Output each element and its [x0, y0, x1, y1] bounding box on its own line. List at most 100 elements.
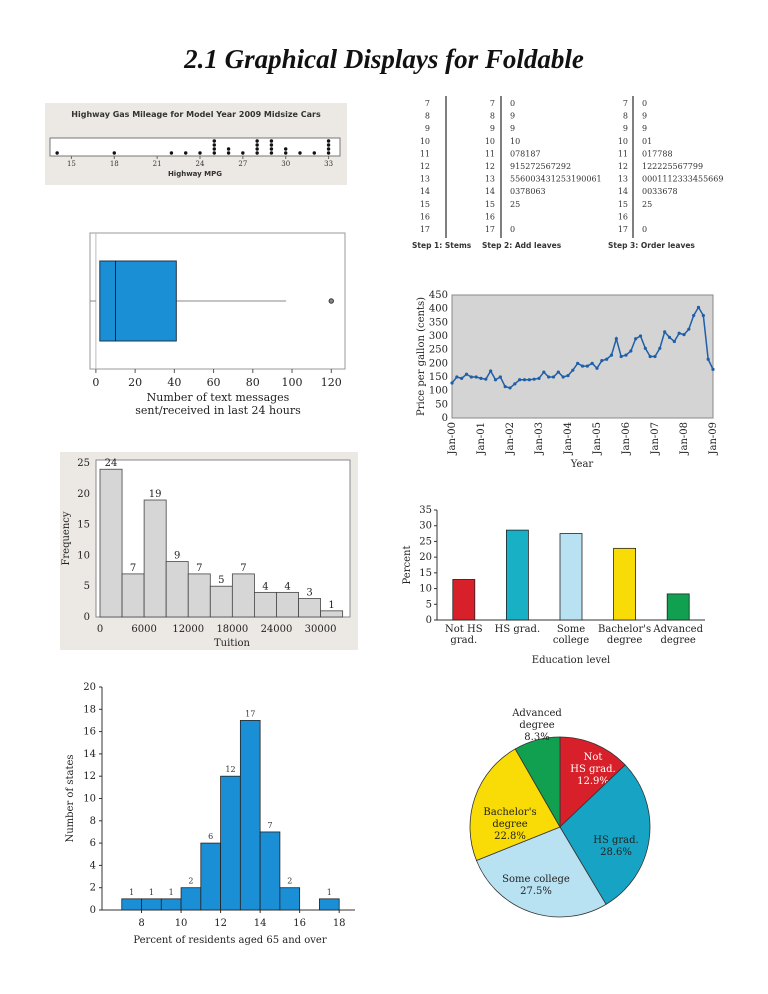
- bar: [452, 579, 476, 621]
- data-point: [464, 372, 469, 376]
- bar-value-label: 4: [262, 581, 268, 592]
- data-point: [479, 376, 483, 380]
- data-point: [580, 364, 585, 368]
- bar-value-label: 7: [240, 563, 246, 574]
- bar-value-label: 1: [149, 888, 154, 897]
- y-tick-label: 4: [90, 860, 96, 871]
- bar-value-label: 9: [174, 551, 180, 562]
- data-point: [605, 357, 609, 361]
- y-tick-label: 400: [429, 304, 448, 315]
- y-tick-label: 250: [429, 345, 448, 356]
- data-dot: [298, 151, 302, 155]
- data-dot: [326, 139, 331, 143]
- data-point: [614, 337, 618, 341]
- histogram-bar: [279, 887, 301, 911]
- data-point: [547, 375, 551, 379]
- data-point: [609, 353, 614, 357]
- y-tick-label: 300: [429, 331, 448, 342]
- step2-leaves: 915272567292: [510, 162, 571, 171]
- category-label: Advanced: [652, 624, 703, 635]
- data-dot: [326, 147, 331, 151]
- dotplot-area: [49, 137, 341, 157]
- histogram-bar: [239, 720, 261, 911]
- y-tick-label: 350: [429, 317, 448, 328]
- data-dot: [284, 151, 288, 155]
- data-dot: [212, 151, 216, 155]
- step3-leaves: 0: [642, 99, 647, 108]
- bar-value-label: 1: [327, 888, 332, 897]
- y-tick-label: 0: [90, 905, 96, 916]
- y-tick-label: 20: [419, 552, 432, 563]
- x-tick-label: Jan-05: [592, 422, 603, 456]
- stem-label: 17: [485, 225, 495, 234]
- data-dot: [55, 151, 59, 155]
- data-dot: [212, 139, 216, 143]
- category-label: college: [553, 635, 589, 646]
- data-point: [638, 334, 643, 338]
- step3-leaves: 0: [642, 225, 647, 234]
- histogram-bar: [160, 898, 182, 911]
- y-tick-label: 0: [426, 615, 432, 626]
- x-tick-label: 24: [196, 160, 205, 168]
- bar: [666, 593, 690, 621]
- x-axis-label: Percent of residents aged 65 and over: [133, 935, 326, 946]
- stem-label: 14: [485, 187, 495, 196]
- x-axis-label: Education level: [532, 655, 610, 666]
- data-point: [532, 377, 536, 381]
- data-dot: [269, 143, 274, 147]
- data-point: [653, 354, 657, 359]
- category-label: HS grad.: [495, 624, 540, 635]
- histogram-bar: [99, 468, 123, 618]
- data-point: [551, 375, 556, 379]
- x-tick-label: 10: [175, 918, 188, 929]
- data-point: [455, 375, 459, 379]
- step2-leaves: 9: [510, 112, 515, 121]
- gas-price-chart: 0 50 100 150 200 250 300 350 400 450 Jan-00 Jan-01 J…: [416, 290, 719, 470]
- slice-label: Not: [584, 752, 603, 763]
- y-tick-label: 2: [90, 883, 96, 894]
- x-tick-label: 18: [333, 918, 346, 929]
- stem-label: 9: [490, 124, 495, 133]
- page-title: 2.1 Graphical Displays for Foldable: [184, 44, 584, 74]
- data-point: [600, 359, 604, 363]
- bar-value-label: 1: [169, 888, 174, 897]
- step-label: Step 1: Stems: [412, 241, 472, 250]
- stem-label: 17: [618, 225, 628, 234]
- data-point: [682, 333, 686, 337]
- category-label: grad.: [450, 635, 477, 646]
- data-dot: [184, 151, 188, 155]
- x-tick-label: 30: [281, 160, 290, 168]
- x-tick-label: Jan-04: [563, 422, 574, 456]
- x-tick-label: 27: [238, 160, 247, 168]
- data-dot: [226, 147, 231, 151]
- category-label: Some: [557, 624, 585, 635]
- data-point: [677, 331, 681, 335]
- x-tick-label: 12000: [172, 624, 204, 635]
- step3-leaves: 9: [642, 112, 647, 121]
- y-tick-label: 20: [77, 489, 90, 500]
- category-label: degree: [607, 635, 642, 646]
- histogram-bar: [121, 573, 145, 618]
- x-tick-label: 12: [214, 918, 227, 929]
- stem-label: 12: [485, 162, 495, 171]
- stem-label: 7: [623, 99, 628, 108]
- data-point: [561, 375, 565, 379]
- data-point: [508, 386, 512, 390]
- y-tick-label: 10: [419, 584, 432, 595]
- data-point: [522, 378, 527, 382]
- stem-label: 8: [490, 112, 495, 121]
- step3-leaves: 0001112333455669: [642, 175, 723, 184]
- data-point: [527, 378, 531, 382]
- box: [99, 260, 177, 342]
- slice-label: 22.8%: [494, 831, 526, 842]
- data-point: [469, 375, 473, 379]
- stem-label: 10: [420, 137, 430, 146]
- data-dot: [326, 151, 331, 155]
- x-tick-label: Jan-06: [621, 422, 632, 456]
- y-tick-label: 100: [429, 386, 448, 397]
- y-tick-label: 12: [83, 771, 96, 782]
- data-dot: [312, 151, 316, 155]
